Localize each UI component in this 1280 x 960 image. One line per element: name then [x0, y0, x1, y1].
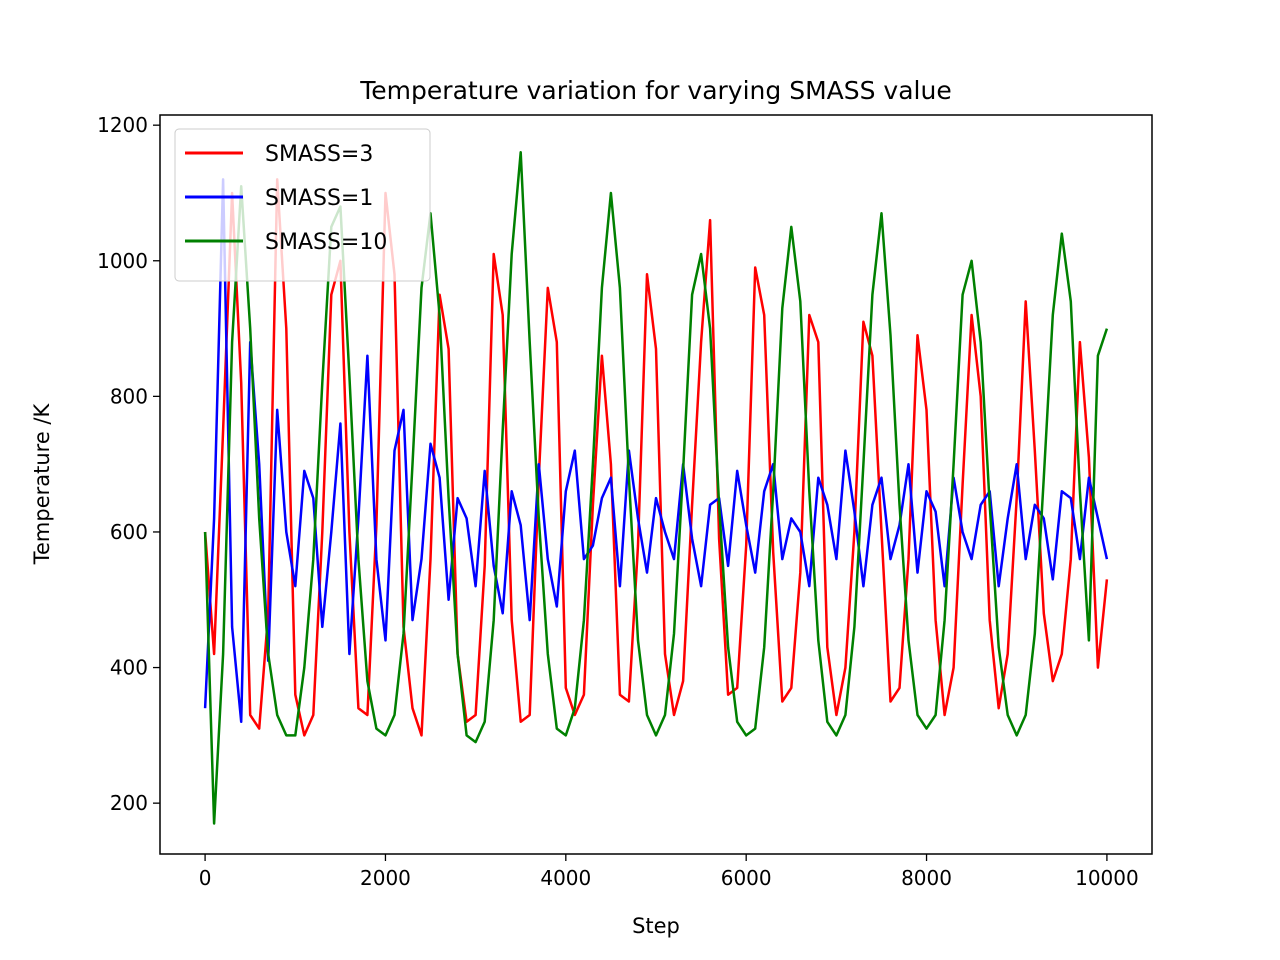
- y-tick-label: 1200: [97, 113, 148, 137]
- series-line-1: [203, 178, 1109, 737]
- ticks-layer: 0 2000 4000 6000 8000 10000 200 400 600 800 1000 12…: [97, 113, 1139, 890]
- x-tick-label: 6000: [721, 866, 772, 890]
- chart-title: Temperature variation for varying SMASS …: [359, 76, 951, 105]
- plot-frame: [159, 114, 1153, 855]
- y-tick-label: 400: [110, 656, 148, 680]
- series-line-3: [203, 151, 1109, 825]
- series-line-2: [203, 178, 1109, 724]
- y-tick-label: 800: [110, 384, 148, 408]
- legend-label-1: SMASS=3: [265, 142, 373, 167]
- y-tick-label: 200: [110, 791, 148, 815]
- legend-box: [174, 128, 431, 282]
- y-tick-label: 1000: [97, 249, 148, 273]
- legend: SMASS=3 SMASS=1 SMASS=10: [174, 128, 431, 282]
- series-layer: [203, 151, 1109, 825]
- x-tick-label: 2000: [360, 866, 411, 890]
- x-tick-label: 8000: [901, 866, 952, 890]
- x-tick-label: 0: [199, 866, 212, 890]
- y-axis-label: Temperature /K: [30, 402, 54, 565]
- legend-label-2: SMASS=1: [265, 186, 373, 211]
- legend-label-3: SMASS=10: [265, 230, 387, 255]
- y-tick-label: 600: [110, 520, 148, 544]
- x-axis-label: Step: [632, 914, 680, 938]
- x-tick-label: 10000: [1075, 866, 1139, 890]
- x-tick-label: 4000: [540, 866, 591, 890]
